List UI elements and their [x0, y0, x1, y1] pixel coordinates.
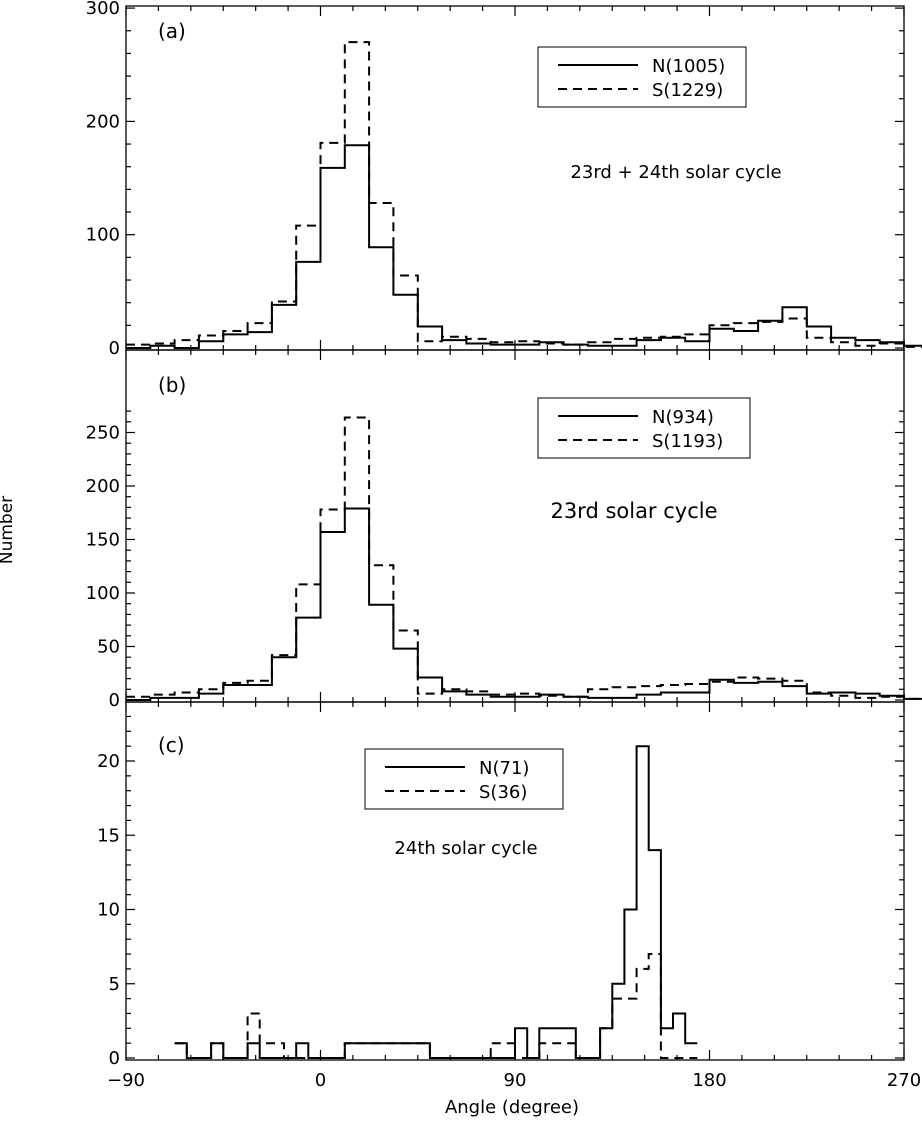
- y-axis-label: Number: [0, 496, 17, 564]
- y-tick-label: 0: [109, 338, 120, 359]
- y-tick-label: 0: [109, 1048, 120, 1069]
- legend-entry: N(71): [479, 758, 529, 779]
- plot-frame: [125, 349, 905, 703]
- series-n-line: [126, 507, 922, 701]
- series-n-line: [126, 144, 922, 349]
- y-tick-label: 10: [97, 900, 120, 921]
- y-tick-label: 100: [86, 225, 120, 246]
- legend-box: [537, 46, 747, 108]
- y-tick-label: 300: [86, 0, 120, 19]
- y-tick-label: 5: [109, 974, 120, 995]
- y-tick-label: 100: [86, 583, 120, 604]
- plot-frame: [125, 5, 905, 351]
- panel-label: (c): [158, 733, 185, 757]
- legend: N(934) S(1193): [537, 397, 751, 459]
- series-s-line: [126, 416, 922, 700]
- x-tick-label: −90: [107, 1070, 145, 1091]
- panel-a: 0 100 200 300 (a) 23rd + 24th solar cycle N(10…: [86, 0, 922, 359]
- legend-box: [364, 748, 564, 810]
- panel-label: (b): [158, 373, 186, 397]
- legend-entry: S(36): [479, 782, 527, 803]
- y-tick-label: 200: [86, 111, 120, 132]
- y-tick-label: 0: [109, 690, 120, 711]
- y-tick-label: 20: [97, 751, 120, 772]
- legend-entry: N(1005): [652, 56, 725, 77]
- y-tick-label: 200: [86, 476, 120, 497]
- legend-entry: N(934): [652, 407, 714, 428]
- y-tick-label: 15: [97, 825, 120, 846]
- x-tick-label: 90: [504, 1070, 527, 1091]
- x-tick-label: 0: [315, 1070, 326, 1091]
- legend: N(1005) S(1229): [537, 46, 747, 108]
- x-axis-label: Angle (degree): [445, 1097, 579, 1118]
- panel-annotation: 24th solar cycle: [394, 838, 537, 859]
- legend-box: [537, 397, 751, 459]
- panel-label: (a): [158, 19, 186, 43]
- y-tick-label: 150: [86, 530, 120, 551]
- x-tick-label: 270: [887, 1070, 921, 1091]
- legend: N(71) S(36): [364, 748, 564, 810]
- y-tick-label: 250: [86, 423, 120, 444]
- panel-annotation: 23rd solar cycle: [550, 499, 717, 523]
- series-s-line: [126, 41, 922, 348]
- panel-c: 0 5 10 15 20 (c) 24th solar cycle N(71) S(36): [97, 701, 905, 1069]
- y-tick-label: 50: [97, 637, 120, 658]
- panel-annotation: 23rd + 24th solar cycle: [570, 162, 781, 183]
- legend-entry: S(1193): [652, 431, 723, 452]
- x-tick-label: 180: [692, 1070, 726, 1091]
- legend-entry: S(1229): [652, 80, 723, 101]
- panel-b: 0 50 100 150 200 250 (b) 23rd solar cycle N(934)…: [86, 349, 922, 711]
